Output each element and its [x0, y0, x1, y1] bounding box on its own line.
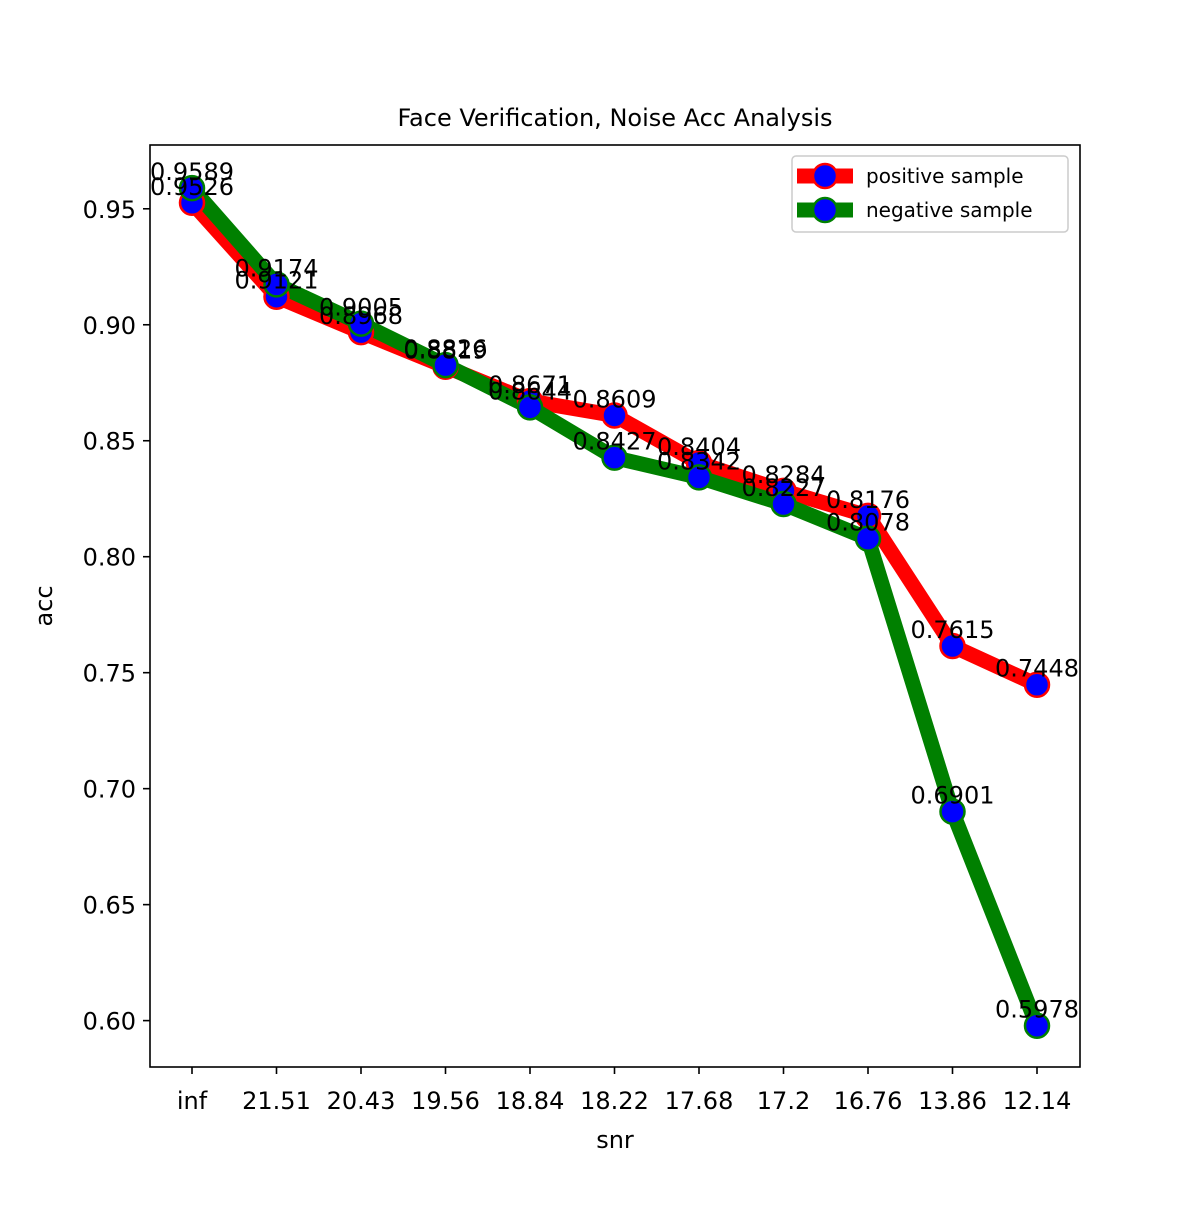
series-1-marker: [601, 402, 628, 429]
x-tick-label: 20.43: [327, 1087, 396, 1115]
x-tick-label: inf: [177, 1087, 208, 1115]
series-2-marker: [601, 444, 628, 471]
x-tick-label: 12.14: [1003, 1087, 1072, 1115]
data-label: 0.9121: [235, 267, 319, 295]
data-label: 0.8284: [742, 461, 826, 489]
x-tick-label: 17.68: [665, 1087, 734, 1115]
data-label: 0.8609: [573, 385, 657, 413]
data-label: 0.8671: [488, 371, 572, 399]
data-label: 0.8176: [826, 486, 910, 514]
x-axis-label: snr: [596, 1126, 634, 1154]
series-2-marker: [432, 351, 459, 379]
legend-label-1: positive sample: [866, 164, 1024, 188]
x-tick-label: 13.86: [918, 1087, 987, 1115]
data-label: 0.7615: [911, 616, 995, 644]
legend-marker-1: [811, 162, 839, 190]
legend-marker-2: [811, 196, 839, 224]
data-label: 0.8819: [404, 337, 488, 365]
y-tick-label: 0.70: [83, 776, 136, 804]
legend-label-2: negative sample: [866, 198, 1033, 222]
data-label: 0.8968: [319, 302, 403, 330]
series-2-marker: [347, 310, 375, 337]
y-axis: 0.60 0.65 0.70 0.75 0.80 0.85 0.90 0.95: [83, 196, 150, 1036]
x-tick-label: 18.22: [580, 1087, 649, 1115]
data-label: 0.6901: [911, 782, 995, 810]
series-2-marker: [770, 490, 797, 518]
legend-box: [791, 155, 1069, 233]
series-2-marker: [939, 798, 966, 825]
data-label: 0.5978: [995, 996, 1079, 1024]
y-tick-label: 0.60: [83, 1008, 136, 1036]
y-tick-label: 0.75: [83, 660, 136, 688]
x-tick-label: 21.51: [242, 1087, 311, 1115]
data-label: 0.9005: [319, 294, 403, 322]
data-label: 0.8404: [657, 433, 741, 461]
data-label: 0.9174: [235, 254, 319, 282]
x-tick-label: 16.76: [834, 1087, 903, 1115]
series-1-marker: [939, 632, 966, 660]
y-tick-label: 0.90: [83, 312, 136, 340]
data-label: 0.8826: [404, 335, 488, 363]
series-2-marker: [685, 464, 713, 491]
data-label: 0.8342: [657, 447, 741, 475]
series-2-marker: [516, 394, 544, 421]
data-label: 0.8644: [488, 377, 572, 405]
data-label: 0.9589: [150, 158, 234, 186]
x-axis: inf 21.51 20.43 19.56 18.84 18.22 17.68 17.2 16.…: [177, 1067, 1072, 1115]
x-tick-label: 17.2: [757, 1087, 810, 1115]
series-1-marker: [1023, 671, 1051, 698]
data-label: 0.9526: [150, 173, 234, 201]
x-tick-label: 18.84: [496, 1087, 565, 1115]
chart-title: Face Verification, Noise Acc Analysis: [397, 104, 832, 132]
data-label: 0.8227: [742, 474, 826, 502]
series-2-marker: [1023, 1012, 1051, 1039]
y-tick-label: 0.85: [83, 428, 136, 456]
legend: positive sample negative sample: [791, 155, 1069, 233]
y-tick-label: 0.65: [83, 892, 136, 920]
data-label: 0.8078: [826, 509, 910, 537]
series-2-marker: [263, 271, 290, 298]
plot-area: 0.95260.91210.89680.88190.86710.86090.84…: [150, 158, 1079, 1039]
x-tick-label: 19.56: [411, 1087, 480, 1115]
data-label: 0.7448: [995, 655, 1079, 683]
data-label: 0.8427: [573, 428, 657, 456]
series-2-marker: [854, 525, 882, 552]
y-tick-label: 0.80: [83, 544, 136, 572]
y-tick-label: 0.95: [83, 196, 136, 224]
series-2-marker: [178, 174, 206, 202]
y-axis-label: acc: [30, 585, 58, 626]
